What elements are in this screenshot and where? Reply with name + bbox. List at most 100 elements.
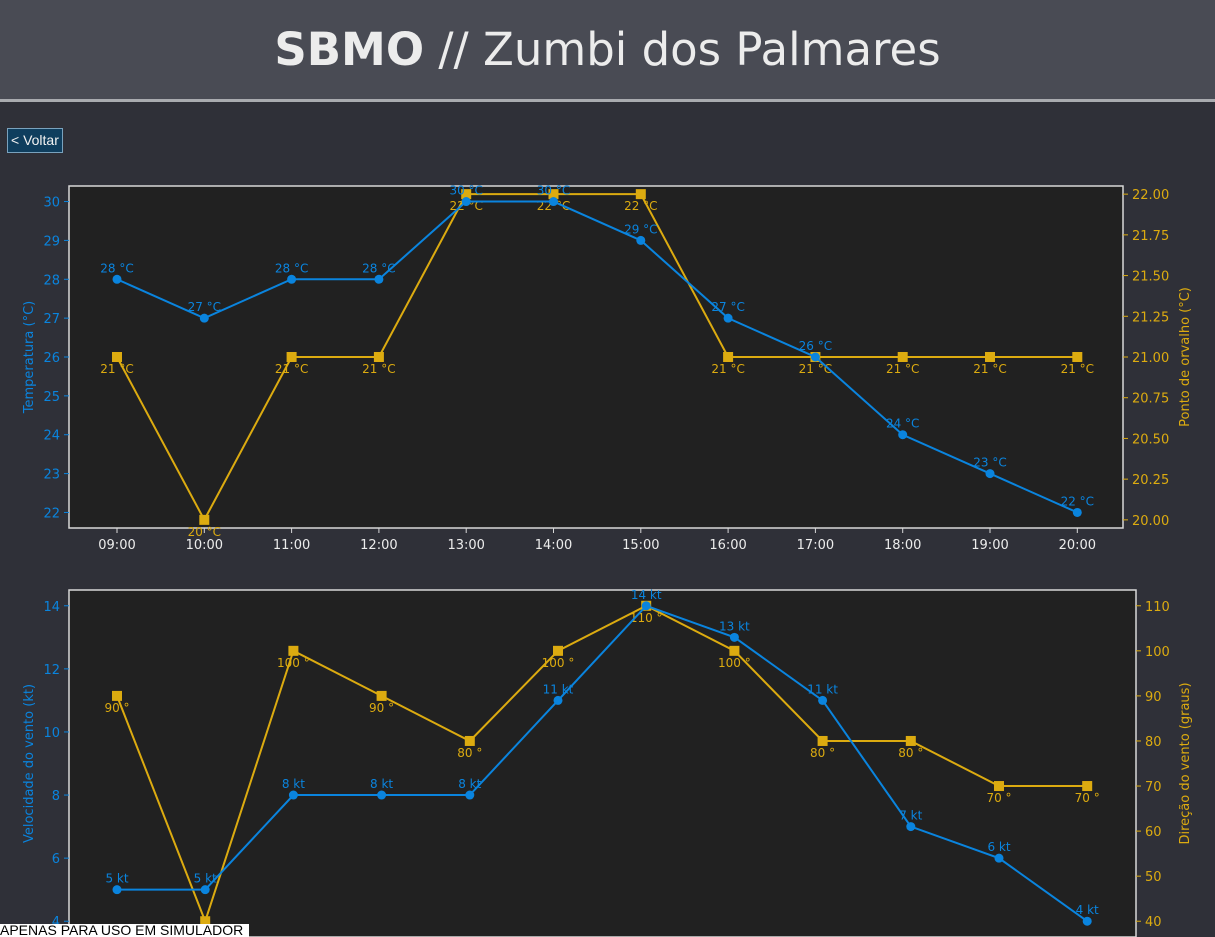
- data-label: 13 kt: [719, 619, 750, 633]
- x-tick-label: 12:00: [360, 538, 397, 553]
- data-label: 21 °C: [100, 362, 133, 376]
- data-label: 5 kt: [194, 872, 217, 886]
- point-marker: [1082, 781, 1093, 792]
- data-label: 8 kt: [370, 777, 393, 791]
- point-marker: [994, 853, 1004, 863]
- x-tick-label: 18:00: [884, 538, 921, 553]
- point-marker: [376, 690, 387, 701]
- data-label: 22 °C: [537, 199, 570, 213]
- point-marker: [200, 916, 211, 927]
- data-label: 70 °: [986, 791, 1011, 805]
- point-marker: [287, 274, 297, 284]
- data-label: 21 °C: [1061, 362, 1094, 376]
- point-marker: [641, 601, 651, 611]
- point-marker: [1072, 507, 1082, 517]
- point-marker: [377, 790, 387, 800]
- y2-tick-label: 20.50: [1132, 432, 1169, 447]
- point-marker: [905, 735, 916, 746]
- data-label: 8 kt: [282, 777, 305, 791]
- data-label: 21 °C: [711, 362, 744, 376]
- data-label: 70 °: [1075, 791, 1100, 805]
- y-tick-label: 23: [43, 468, 60, 483]
- point-marker: [549, 197, 558, 207]
- y-tick-label: 22: [43, 506, 60, 521]
- x-tick-label: 14:00: [535, 538, 572, 553]
- data-label: 11 kt: [807, 682, 838, 696]
- data-label: 21 °C: [973, 362, 1006, 376]
- data-label: 30 °C: [449, 184, 482, 198]
- y-tick-label: 4: [52, 915, 60, 930]
- data-label: 28 °C: [362, 261, 395, 275]
- y-tick-label: 25: [43, 390, 60, 405]
- y-tick-label: 6: [52, 852, 60, 867]
- point-marker: [729, 632, 739, 642]
- page-title: SBMO // Zumbi dos Palmares: [274, 23, 940, 76]
- data-label: 27 °C: [711, 300, 744, 314]
- series-right-line: [116, 193, 1078, 522]
- y2-tick-label: 20.75: [1132, 392, 1169, 407]
- point-marker: [818, 695, 828, 705]
- simulator-disclaimer: APENAS PARA USO EM SIMULADOR: [0, 924, 249, 937]
- point-marker: [985, 469, 995, 479]
- y-tick-label: 30: [43, 196, 60, 211]
- data-label: 4 kt: [1076, 903, 1099, 917]
- point-marker: [288, 645, 299, 656]
- point-marker: [461, 189, 472, 200]
- y2-axis-title: Ponto de orvalho (°C): [1178, 287, 1193, 427]
- point-marker: [112, 690, 122, 701]
- point-marker: [373, 352, 384, 362]
- y2-tick-label: 100: [1145, 645, 1170, 660]
- y2-tick-label: 21.75: [1132, 229, 1169, 244]
- y2-tick-label: 110: [1145, 600, 1170, 615]
- data-label: 21 °C: [275, 362, 308, 376]
- point-marker: [635, 189, 646, 200]
- y2-tick-label: 60: [1145, 825, 1162, 840]
- data-label: 28 °C: [100, 261, 133, 275]
- point-marker: [906, 822, 916, 832]
- title-separator: //: [424, 23, 484, 76]
- y-axis-title: Velocidade do vento (kt): [22, 684, 37, 843]
- y2-tick-label: 50: [1145, 870, 1162, 885]
- back-button[interactable]: < Voltar: [7, 128, 63, 153]
- point-marker: [464, 735, 475, 746]
- series-right-line: [116, 604, 1088, 925]
- data-label: 21 °C: [886, 362, 919, 376]
- point-marker: [199, 313, 209, 323]
- y2-tick-label: 21.00: [1132, 351, 1169, 366]
- y2-tick-label: 20.00: [1132, 514, 1169, 529]
- y-tick-label: 12: [43, 663, 60, 678]
- point-marker: [286, 352, 297, 362]
- y2-tick-label: 80: [1145, 735, 1162, 750]
- point-marker: [1072, 352, 1083, 362]
- y2-tick-label: 40: [1145, 915, 1162, 930]
- series-left-line: [117, 604, 1088, 923]
- airport-code: SBMO: [274, 23, 425, 76]
- point-marker: [723, 313, 733, 323]
- x-tick-label: 15:00: [622, 538, 659, 553]
- data-label: 22 °C: [624, 199, 657, 213]
- point-marker: [200, 885, 210, 895]
- data-label: 5 kt: [105, 872, 128, 886]
- y-tick-label: 28: [43, 273, 60, 288]
- y-tick-label: 14: [43, 600, 60, 615]
- point-marker: [897, 352, 908, 362]
- y-tick-label: 24: [43, 429, 60, 444]
- y2-tick-label: 21.25: [1132, 310, 1169, 325]
- point-marker: [548, 189, 559, 200]
- data-label: 90 °: [369, 701, 394, 715]
- data-label: 100 °: [277, 656, 310, 670]
- point-marker: [810, 352, 820, 362]
- x-tick-label: 16:00: [709, 538, 746, 553]
- y-axis-title: Temperatura (°C): [22, 301, 37, 414]
- data-label: 6 kt: [987, 840, 1010, 854]
- point-marker: [723, 352, 734, 362]
- x-tick-label: 17:00: [797, 538, 834, 553]
- data-label: 14 kt: [631, 588, 662, 602]
- point-marker: [553, 695, 563, 705]
- y-tick-label: 10: [43, 726, 60, 741]
- y2-tick-label: 22.00: [1132, 188, 1169, 203]
- wind-chart: 4 6 8 10 12 14 40 50 60 70 80 90 100 110 Velocidade do…: [22, 588, 1193, 937]
- data-label: 21 °C: [799, 362, 832, 376]
- data-label: 24 °C: [886, 417, 919, 431]
- point-marker: [898, 430, 908, 440]
